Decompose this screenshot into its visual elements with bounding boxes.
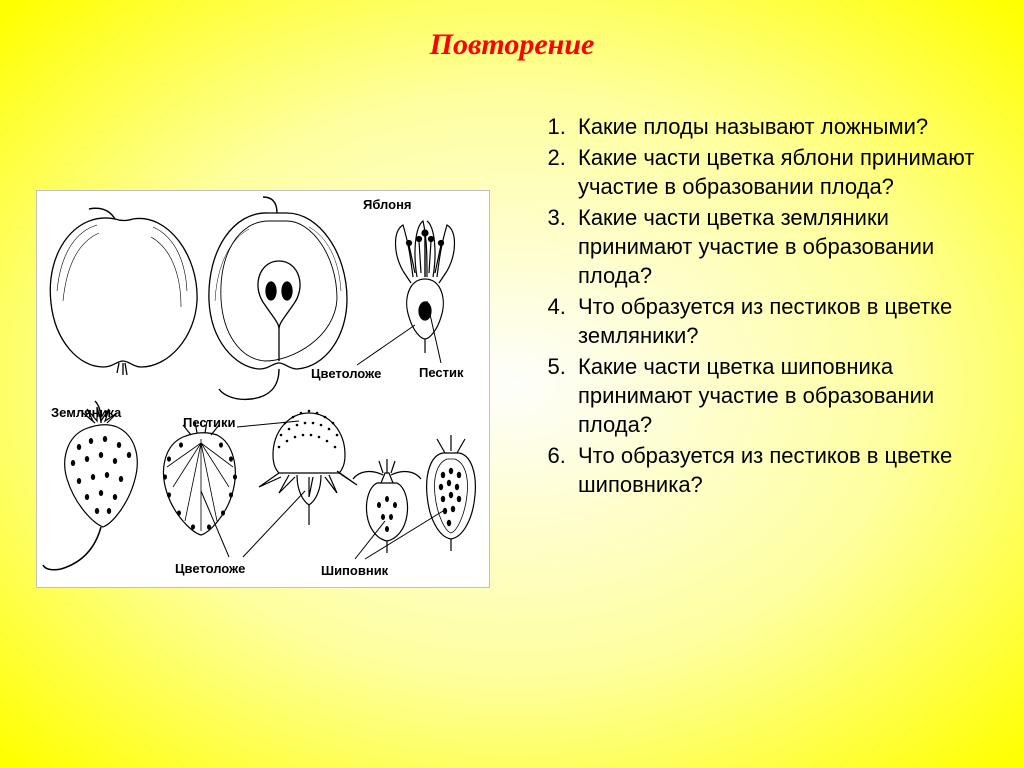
- label-apple: Яблоня: [363, 197, 412, 212]
- question-item: Какие плоды называют ложными?: [572, 112, 980, 141]
- question-item: Что образуется из пестиков в цветке земл…: [572, 292, 980, 350]
- rosehip-fruit-icon: [427, 435, 476, 551]
- question-item: Какие части цветка шиповника принимают у…: [572, 352, 980, 439]
- label-strawberry: Земляника: [51, 405, 122, 420]
- slide-title: Повторение: [0, 28, 1024, 62]
- question-item: Какие части цветка яблони принимают учас…: [572, 143, 980, 201]
- label-receptacle-bottom: Цветоложе: [175, 561, 245, 576]
- strawberry-whole-icon: [43, 401, 137, 570]
- question-list: Какие плоды называют ложными? Какие част…: [540, 112, 980, 501]
- figure-diagram: Яблоня Цветоложе Пестик: [36, 190, 490, 588]
- strawberry-flower-icon: [259, 410, 357, 525]
- label-receptacle-top: Цветоложе: [311, 366, 381, 381]
- question-item: Что образуется из пестиков в цветке шипо…: [572, 441, 980, 499]
- strawberry-section-icon: [163, 421, 237, 535]
- label-rosehip: Шиповник: [321, 563, 389, 578]
- slide: Повторение: [0, 0, 1024, 768]
- rosehip-flower-icon: [353, 459, 421, 553]
- apple-flower-icon: [396, 221, 455, 353]
- label-pistils: Пестики: [183, 415, 236, 430]
- label-pistil: Пестик: [419, 365, 464, 380]
- apple-whole-icon: [50, 208, 197, 375]
- question-item: Какие части цветка земляники принимают у…: [572, 203, 980, 290]
